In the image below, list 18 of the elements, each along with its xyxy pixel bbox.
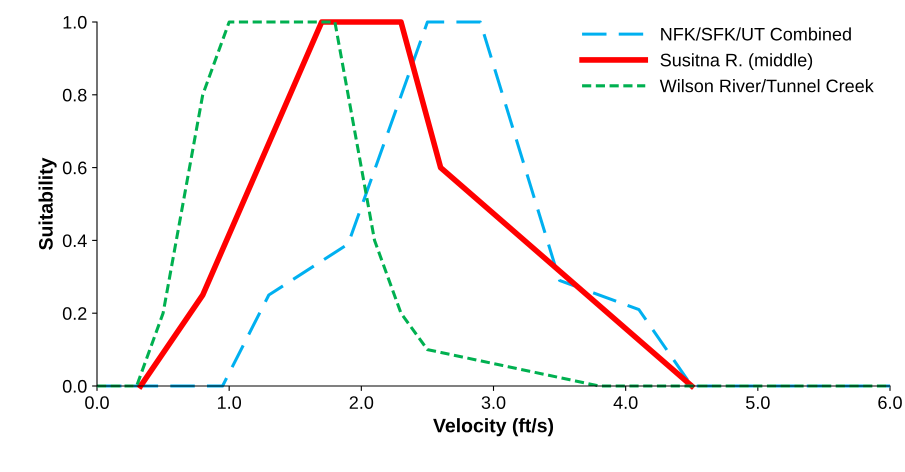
y-tick-label: 0.0 bbox=[62, 380, 87, 393]
y-tick-label: 0.6 bbox=[62, 162, 86, 174]
legend-label: Wilson River/Tunnel Creek bbox=[660, 79, 874, 92]
x-tick-label: 0.0 bbox=[85, 396, 109, 409]
x-axis-title: Velocity (ft/s) bbox=[433, 418, 554, 436]
x-tick-label: 6.0 bbox=[878, 396, 902, 409]
legend-label: NFK/SFK/UT Combined bbox=[661, 27, 851, 41]
x-tick-label: 5.0 bbox=[746, 396, 770, 409]
x-tick-label: 3.0 bbox=[482, 396, 506, 409]
x-tick-label: 4.0 bbox=[614, 396, 638, 409]
y-tick-label: 1.0 bbox=[64, 16, 87, 29]
x-tick-label: 1.0 bbox=[218, 396, 242, 409]
legend-label: Susitna R. (middle) bbox=[660, 53, 812, 70]
y-tick-label: 0.4 bbox=[62, 234, 87, 248]
y-tick-label: 0.8 bbox=[62, 88, 86, 102]
y-axis-title: Suitability bbox=[38, 158, 57, 250]
x-tick-label: 2.0 bbox=[350, 396, 374, 409]
y-tick-label: 0.2 bbox=[62, 307, 86, 320]
